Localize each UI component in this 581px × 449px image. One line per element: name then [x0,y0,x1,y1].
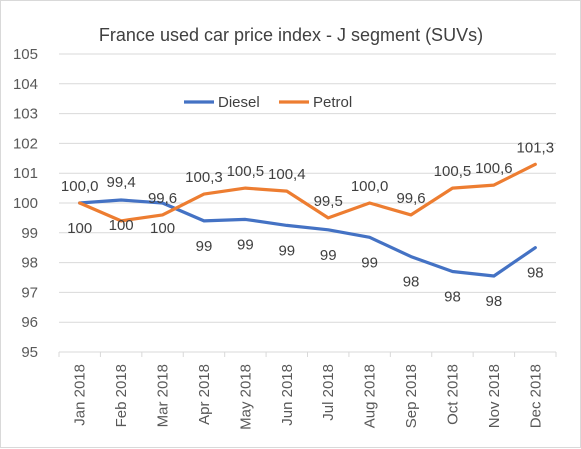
series-lines [80,164,536,276]
data-label-petrol: 100,5 [434,163,472,180]
x-tick-label: Dec 2018 [527,364,544,428]
data-label-diesel: 100 [150,220,175,237]
y-tick-label: 97 [21,284,38,301]
data-label-diesel: 99 [320,247,337,264]
legend: Diesel Petrol [184,94,352,111]
data-label-diesel: 99 [237,236,254,253]
data-label-diesel: 98 [486,293,503,310]
data-label-petrol: 99,5 [314,193,343,210]
data-label-diesel: 99 [361,254,378,271]
y-tick-label: 102 [13,135,38,152]
data-label-petrol: 101,3 [517,139,555,156]
data-label-diesel: 99 [196,238,213,255]
x-tick-label: Jan 2018 [72,364,89,426]
legend-label: Diesel [218,94,260,111]
data-label-petrol: 100,0 [61,178,99,195]
y-axis-ticks: 95 96 97 98 99 100 101 102 103 104 105 [13,46,38,361]
x-tick-label: Oct 2018 [444,364,461,425]
data-label-petrol: 100,4 [268,166,306,183]
y-tick-label: 99 [21,225,38,242]
data-label-petrol: 100,0 [351,178,389,195]
series-line-diesel [80,200,536,276]
y-tick-label: 103 [13,106,38,123]
x-tick-label: Jun 2018 [279,364,296,426]
data-label-diesel: 100 [109,217,134,234]
x-axis-ticks: Jan 2018 Feb 2018 Mar 2018 Apr 2018 May 2018… [59,352,556,430]
data-label-diesel: 98 [403,274,420,291]
data-label-diesel: 100 [67,220,92,237]
y-tick-label: 101 [13,165,38,182]
data-labels: 100 100 100 99 99 99 99 99 98 98 98 98 100,0 99,4 99,6… [61,139,554,310]
data-label-petrol: 100,6 [475,160,513,177]
x-tick-label: Jul 2018 [320,364,337,421]
data-label-petrol: 99,4 [107,174,136,191]
data-label-petrol: 99,6 [396,190,425,207]
x-tick-label: May 2018 [237,364,254,430]
y-tick-label: 104 [13,76,38,93]
y-tick-label: 105 [13,46,38,63]
x-tick-label: Feb 2018 [113,364,130,427]
data-label-petrol: 100,5 [227,163,265,180]
data-label-diesel: 99 [278,242,295,259]
data-label-petrol: 100,3 [185,169,223,186]
y-tick-label: 100 [13,195,38,212]
data-label-diesel: 98 [527,265,544,282]
x-tick-label: Nov 2018 [486,364,503,428]
data-label-diesel: 98 [444,289,461,306]
y-tick-label: 98 [21,255,38,272]
legend-label: Petrol [313,94,352,111]
x-tick-label: Apr 2018 [196,364,213,425]
y-tick-label: 95 [21,344,38,361]
x-tick-label: Aug 2018 [362,364,379,428]
y-tick-label: 96 [21,314,38,331]
x-tick-label: Mar 2018 [155,364,172,427]
chart-title: France used car price index - J segment … [99,25,483,45]
x-tick-label: Sep 2018 [403,364,420,428]
data-label-petrol: 99,6 [148,190,177,207]
